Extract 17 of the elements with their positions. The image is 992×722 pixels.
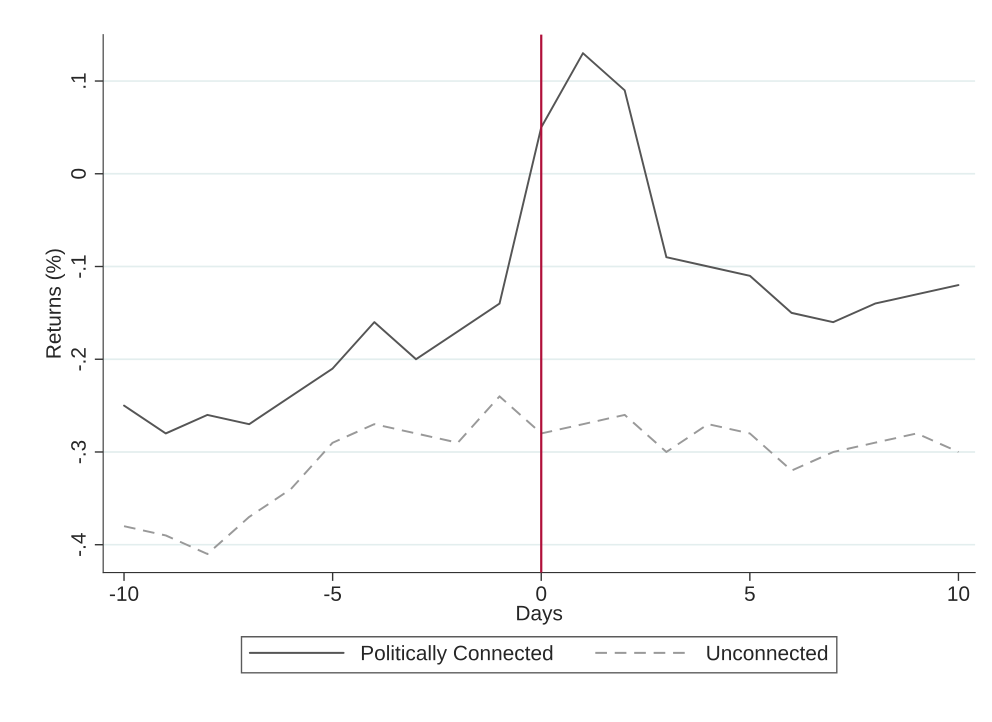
y-tick-label: .1: [71, 73, 86, 88]
y-tick-label: -.2: [71, 348, 86, 370]
y-tick-label: -.3: [71, 440, 86, 464]
x-tick-label: -10: [110, 586, 138, 602]
x-tick-label: 0: [536, 586, 546, 602]
y-tick-label: 0: [71, 168, 86, 179]
y-tick-label: -.4: [71, 533, 86, 556]
x-tick-label: 10: [948, 586, 970, 602]
line-series: [123, 52, 960, 434]
x-axis-title: Days: [517, 606, 562, 625]
y-tick-label: -.1: [71, 255, 86, 278]
x-tick-label: 5: [744, 586, 755, 602]
y-axis-title: Returns (%): [46, 249, 65, 358]
line-series: [123, 395, 960, 555]
legend-label: Politically Connected: [362, 645, 552, 665]
legend-label: Unconnected: [707, 645, 828, 660]
x-tick-label: -5: [324, 586, 342, 602]
